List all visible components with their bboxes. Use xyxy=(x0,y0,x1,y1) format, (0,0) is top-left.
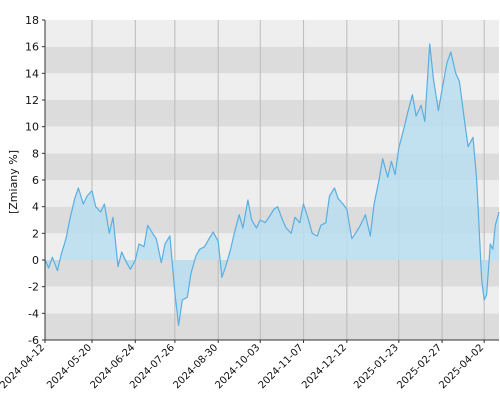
grid-band xyxy=(45,20,499,47)
y-tick-label: 2 xyxy=(32,227,39,240)
y-tick-labels: -6 -4 -2 0 2 4 6 8 10 12 14 16 18 xyxy=(25,14,45,347)
series-line xyxy=(44,43,500,326)
y-tick-label: 4 xyxy=(32,201,39,214)
grid-band xyxy=(45,313,499,340)
x-tick-labels: 2024-04-122024-05-202024-06-242024-07-26… xyxy=(0,340,486,391)
grid-band xyxy=(45,73,499,100)
y-tick-label: -2 xyxy=(28,281,39,294)
x-tick-label: 2025-04-02 xyxy=(437,342,486,391)
y-tick-label: 8 xyxy=(32,147,39,160)
y-tick-label: 10 xyxy=(25,121,39,134)
x-tick-label: 2024-04-12 xyxy=(0,342,47,391)
y-tick-label: -4 xyxy=(28,307,39,320)
y-tick-label: 14 xyxy=(25,67,39,80)
grid-band xyxy=(45,286,499,314)
x-tick-label: 2024-10-03 xyxy=(213,342,262,391)
y-axis-label: [Zmiany %] xyxy=(7,150,20,214)
y-tick-label: 0 xyxy=(32,254,39,267)
x-tick-label: 2024-12-12 xyxy=(300,342,349,391)
series-area xyxy=(45,44,499,326)
y-tick-label: -6 xyxy=(28,334,39,347)
x-tick-label: 2025-01-23 xyxy=(352,342,401,391)
series-layer xyxy=(44,43,500,326)
y-tick-label: 12 xyxy=(25,94,39,107)
x-tick-label: 2024-05-20 xyxy=(45,342,94,391)
grid-band xyxy=(45,260,499,287)
y-tick-label: 16 xyxy=(25,41,39,54)
grid-band xyxy=(45,46,499,74)
y-tick-label: 18 xyxy=(25,14,39,27)
y-tick-label: 6 xyxy=(32,174,39,187)
x-tick-label: 2024-11-07 xyxy=(257,342,306,391)
